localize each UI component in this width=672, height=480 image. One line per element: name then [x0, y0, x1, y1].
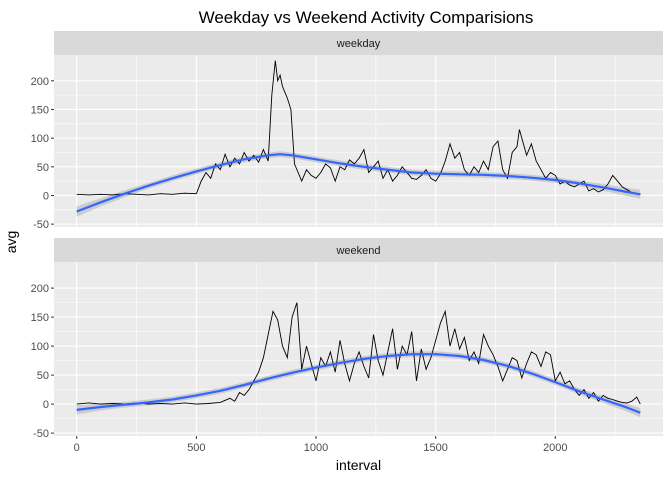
x-tick-label: 2000 [543, 442, 567, 454]
y-tick-label: 200 [31, 76, 49, 88]
smooth-trend-line [76, 153, 641, 213]
y-tick-label: 200 [31, 283, 49, 295]
chart-title: Weekday vs Weekend Activity Comparisions [199, 8, 534, 27]
facet-label-weekend: weekend [335, 245, 380, 257]
smooth-line-weekday [76, 153, 641, 213]
smooth-trend-line [76, 353, 641, 414]
gridlines-weekend [54, 262, 663, 436]
activity-series-line [76, 302, 641, 405]
smooth-confidence-band-weekday [76, 151, 641, 217]
y-tick-label: 0 [43, 190, 49, 202]
activity-line-weekend [76, 302, 641, 405]
y-tick-label: 50 [37, 162, 49, 174]
x-tick-label: 500 [187, 442, 205, 454]
y-tick-label: -50 [33, 428, 49, 440]
y-tick-label: 100 [31, 133, 49, 145]
facet-panel-weekday: weekday -50 0 50 100 150 200 [31, 31, 663, 231]
facet-panel-weekend: weekend -50 0 50 100 150 200 [31, 238, 663, 440]
facet-strip-weekday [54, 31, 663, 55]
x-tick-label: 1000 [304, 442, 328, 454]
plot-panel-weekday [54, 55, 663, 227]
y-tick-label: 150 [31, 312, 49, 324]
y-tick-label: 0 [43, 399, 49, 411]
facet-label-weekday: weekday [336, 38, 381, 50]
y-tick-label: 100 [31, 341, 49, 353]
smooth-line-weekend [76, 353, 641, 414]
y-tick-label: -50 [33, 219, 49, 231]
x-tick-label: 1500 [423, 442, 447, 454]
gridlines-weekday [54, 55, 663, 227]
facet-strip-weekend [54, 238, 663, 262]
confidence-band [76, 151, 641, 217]
x-axis-title: interval [336, 457, 381, 473]
y-tick-label: 150 [31, 104, 49, 116]
y-tick-label: 50 [37, 370, 49, 382]
y-axis-title: avg [3, 231, 19, 254]
y-axis-weekday: -50 0 50 100 150 200 [31, 76, 54, 231]
x-tick-label: 0 [74, 442, 80, 454]
plot-panel-weekend [54, 262, 663, 436]
y-axis-weekend: -50 0 50 100 150 200 [31, 283, 54, 440]
x-axis: 0 500 1000 1500 2000 [74, 436, 568, 454]
